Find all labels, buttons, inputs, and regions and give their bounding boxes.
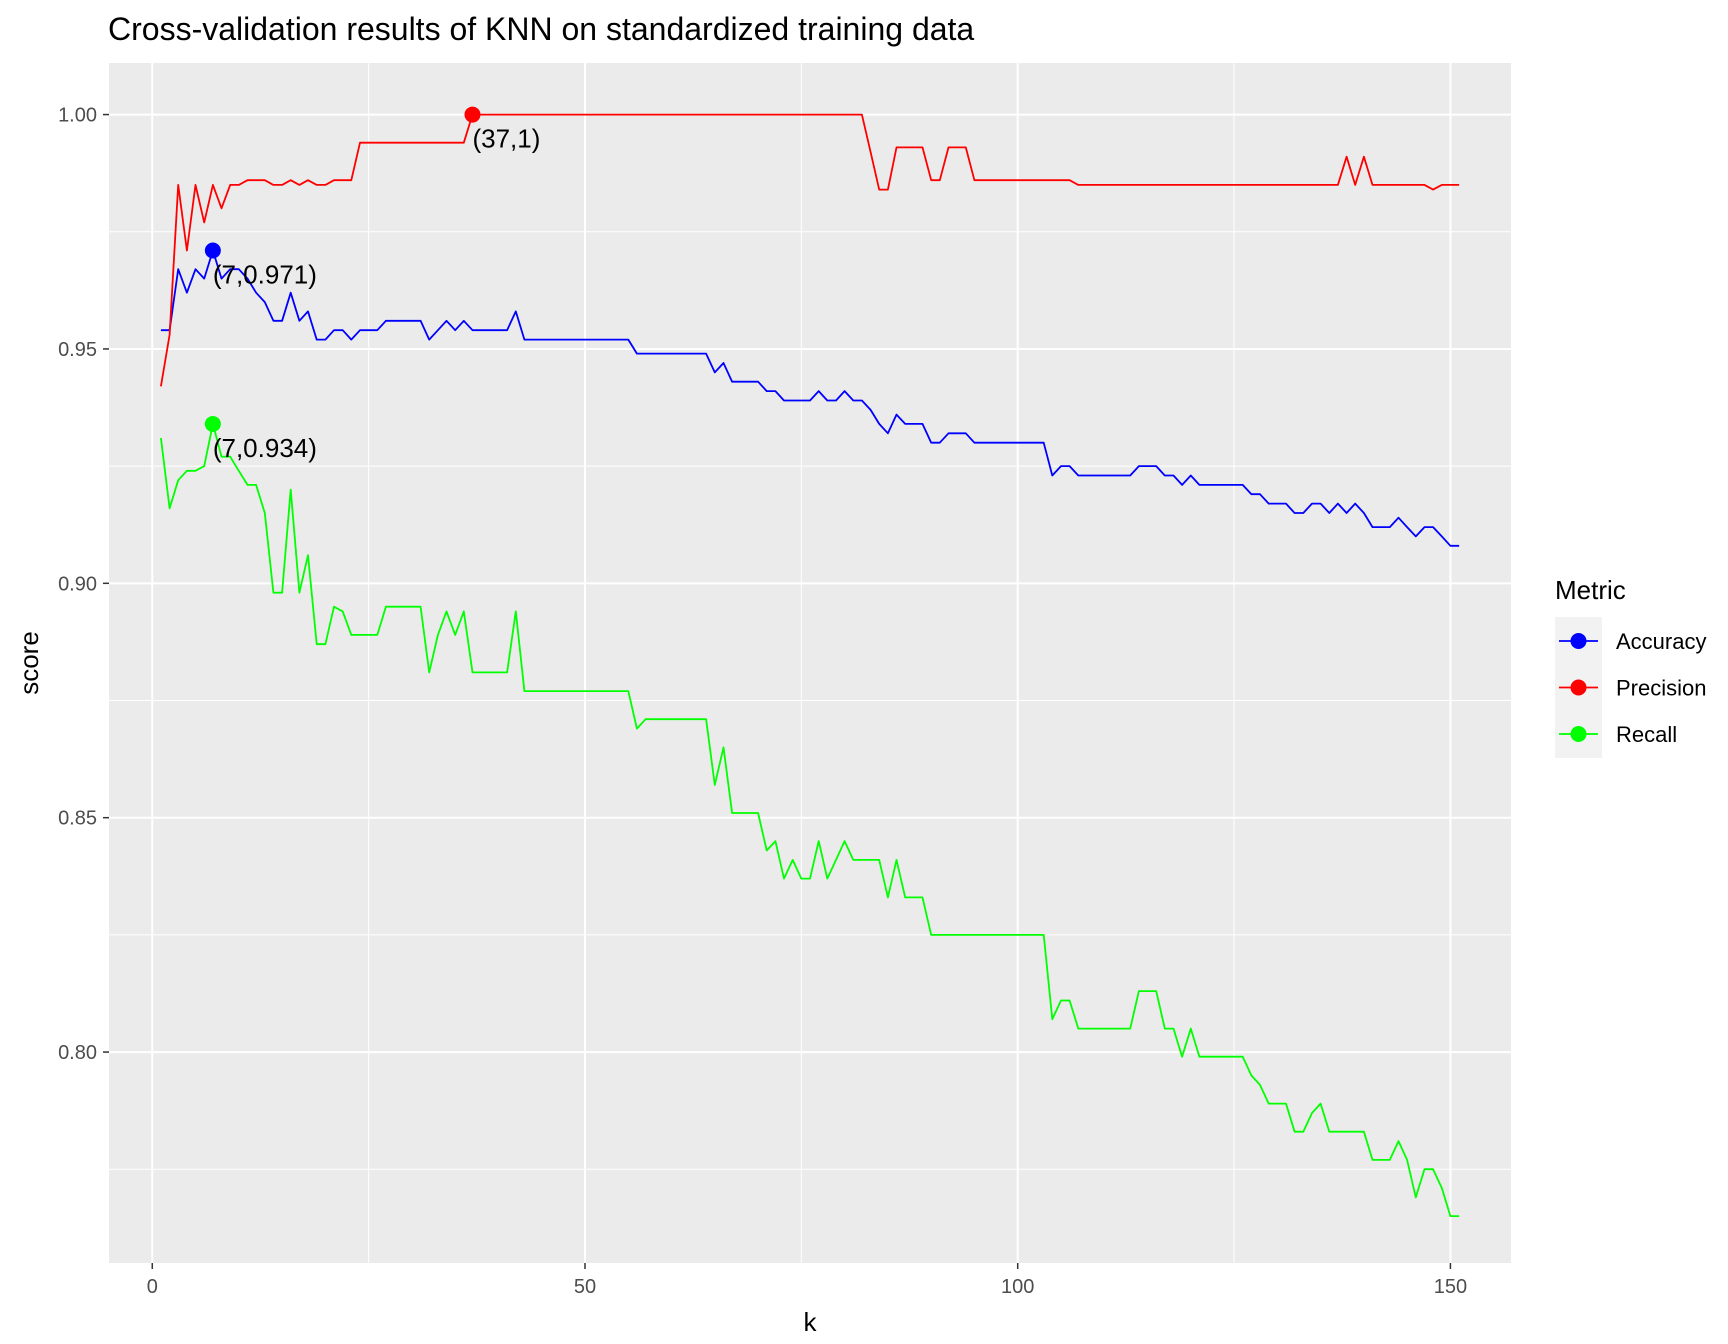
legend-label-recall: Recall: [1616, 722, 1677, 747]
chart-title: Cross-validation results of KNN on stand…: [108, 11, 974, 47]
legend-label-accuracy: Accuracy: [1616, 629, 1706, 654]
legend-title: Metric: [1555, 575, 1626, 605]
max-label-accuracy: (7,0.971): [213, 260, 317, 290]
highlight-labels: (7,0.971) (37,1) (7,0.934): [213, 124, 541, 463]
grid-major: [109, 63, 1511, 1263]
grid-minor: [109, 63, 1511, 1263]
y-tick-label: 0.90: [58, 573, 97, 595]
max-point-recall: [204, 415, 221, 432]
x-tick-label: 150: [1434, 1276, 1467, 1298]
x-tick-label: 100: [1001, 1276, 1034, 1298]
x-tick-label: 0: [147, 1276, 158, 1298]
max-point-accuracy: [204, 242, 221, 259]
legend: Metric Accuracy Precision Recall: [1555, 575, 1706, 758]
legend-label-precision: Precision: [1616, 676, 1706, 701]
highlight-points: [204, 106, 481, 432]
series-line-precision: [160, 113, 1460, 387]
plot-panel: [109, 63, 1511, 1263]
series-line-recall: [160, 422, 1460, 1217]
y-tick-label: 0.85: [58, 808, 97, 830]
y-tick-label: 1.00: [58, 105, 97, 127]
y-tick-label: 0.80: [58, 1042, 97, 1064]
legend-key-point-recall: [1570, 726, 1587, 742]
series-line-accuracy: [160, 249, 1460, 547]
max-label-recall: (7,0.934): [213, 433, 317, 463]
y-axis: 0.80 0.85 0.90 0.95 1.00: [58, 105, 109, 1064]
y-axis-title: score: [14, 631, 44, 695]
x-tick-label: 50: [574, 1276, 596, 1298]
x-axis-title: k: [804, 1307, 818, 1337]
series-lines: [160, 113, 1460, 1217]
max-label-precision: (37,1): [472, 124, 540, 154]
legend-key-point-accuracy: [1570, 633, 1587, 649]
x-axis: 0 50 100 150: [147, 1263, 1467, 1298]
max-point-precision: [464, 106, 481, 123]
legend-key-point-precision: [1570, 679, 1587, 696]
y-tick-label: 0.95: [58, 339, 97, 361]
